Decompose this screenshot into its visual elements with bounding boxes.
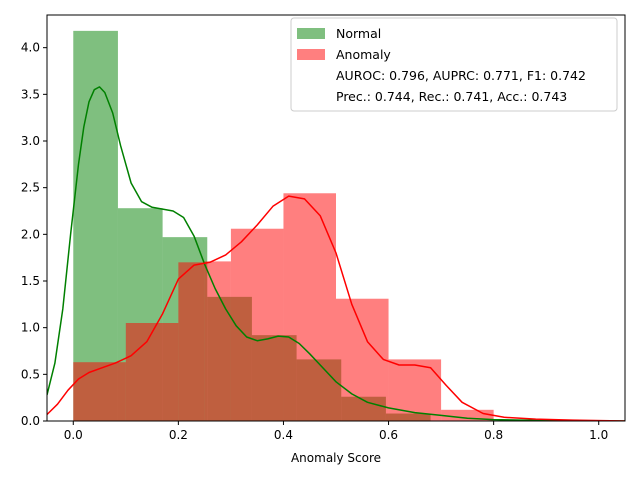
legend-frame: [290, 17, 618, 112]
x-tick-label: 0.2: [169, 428, 188, 442]
y-tick-label: 3.5: [21, 87, 40, 101]
bar-anomaly-4: [230, 228, 284, 421]
bar-anomaly-0: [73, 362, 126, 421]
kde-line-normal: [47, 86, 625, 421]
bar-anomaly-3: [204, 261, 231, 421]
y-tick-label: 0.0: [21, 414, 40, 428]
legend-metrics-line-1: AUROC: 0.796, AUPRC: 0.771, F1: 0.742: [336, 68, 586, 83]
legend-swatch-anomaly: [297, 49, 325, 60]
bar-anomaly-8: [441, 409, 494, 421]
bar-anomaly-6: [336, 298, 389, 421]
x-tick-label: 1.0: [589, 428, 608, 442]
bar-anomaly-7: [388, 359, 442, 421]
legend: Normal Anomaly AUROC: 0.796, AUPRC: 0.77…: [290, 17, 618, 112]
y-tick-label: 3.0: [21, 134, 40, 148]
plot-frame: [46, 14, 626, 422]
kde-layer: [47, 86, 625, 421]
y-tick-label: 4.0: [21, 41, 40, 55]
y-tick-label: 2.5: [21, 181, 40, 195]
legend-label-normal: Normal: [336, 26, 381, 41]
bar-normal-0: [73, 30, 118, 421]
x-tick-label: 0.0: [64, 428, 83, 442]
bar-anomaly-5: [283, 193, 336, 421]
axes-layer: 0.0 0.2 0.4 0.6 0.8 1.0 0.0 0.5 1.0 1.5 2.0 2.5 3.0 3…: [21, 14, 626, 442]
y-tick-label: 0.5: [21, 367, 40, 381]
bar-anomaly-2: [178, 262, 205, 421]
kde-line-anomaly: [47, 195, 625, 421]
x-tick-label: 0.6: [379, 428, 398, 442]
legend-metrics-line-2: Prec.: 0.744, Rec.: 0.741, Acc.: 0.743: [336, 89, 567, 104]
x-tick-label: 0.8: [484, 428, 503, 442]
x-tick-label: 0.4: [274, 428, 293, 442]
x-axis-label: Anomaly Score: [291, 451, 381, 465]
y-tick-label: 1.5: [21, 274, 40, 288]
y-tick-label: 1.0: [21, 321, 40, 335]
legend-swatch-normal: [297, 28, 325, 39]
legend-label-anomaly: Anomaly: [336, 47, 391, 62]
bars-layer: [73, 30, 494, 421]
y-tick-label: 2.0: [21, 227, 40, 241]
bar-anomaly-1: [125, 323, 179, 421]
